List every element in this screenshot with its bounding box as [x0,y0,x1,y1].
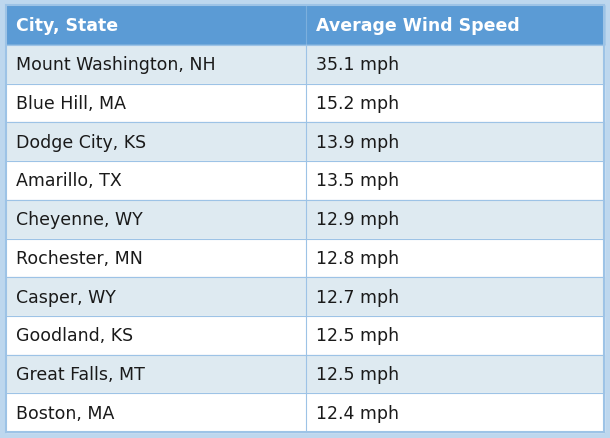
Text: Casper, WY: Casper, WY [16,288,116,306]
Text: 35.1 mph: 35.1 mph [316,56,399,74]
Text: 12.8 mph: 12.8 mph [316,249,399,267]
Text: 15.2 mph: 15.2 mph [316,95,399,113]
Text: Cheyenne, WY: Cheyenne, WY [16,211,143,229]
Bar [6,200,604,239]
Text: 13.9 mph: 13.9 mph [316,134,400,152]
Bar [6,123,604,162]
Text: 12.9 mph: 12.9 mph [316,211,400,229]
Text: 13.5 mph: 13.5 mph [316,172,399,190]
Text: Mount Washington, NH: Mount Washington, NH [16,56,215,74]
Text: Great Falls, MT: Great Falls, MT [16,365,145,383]
Text: Average Wind Speed: Average Wind Speed [316,17,520,35]
Text: Blue Hill, MA: Blue Hill, MA [16,95,126,113]
Bar [6,6,604,46]
Bar [6,46,604,85]
Text: 12.5 mph: 12.5 mph [316,365,399,383]
Text: 12.7 mph: 12.7 mph [316,288,399,306]
Bar [6,162,604,200]
Bar [6,355,604,393]
Bar [6,393,604,432]
Bar [6,85,604,123]
Bar [6,278,604,316]
Text: 12.4 mph: 12.4 mph [316,404,399,422]
Text: Goodland, KS: Goodland, KS [16,326,133,344]
Text: Amarillo, TX: Amarillo, TX [16,172,122,190]
Text: Rochester, MN: Rochester, MN [16,249,143,267]
Text: Boston, MA: Boston, MA [16,404,115,422]
Bar [6,239,604,278]
Text: Dodge City, KS: Dodge City, KS [16,134,146,152]
Text: City, State: City, State [16,17,118,35]
Text: 12.5 mph: 12.5 mph [316,326,399,344]
Bar [6,316,604,355]
